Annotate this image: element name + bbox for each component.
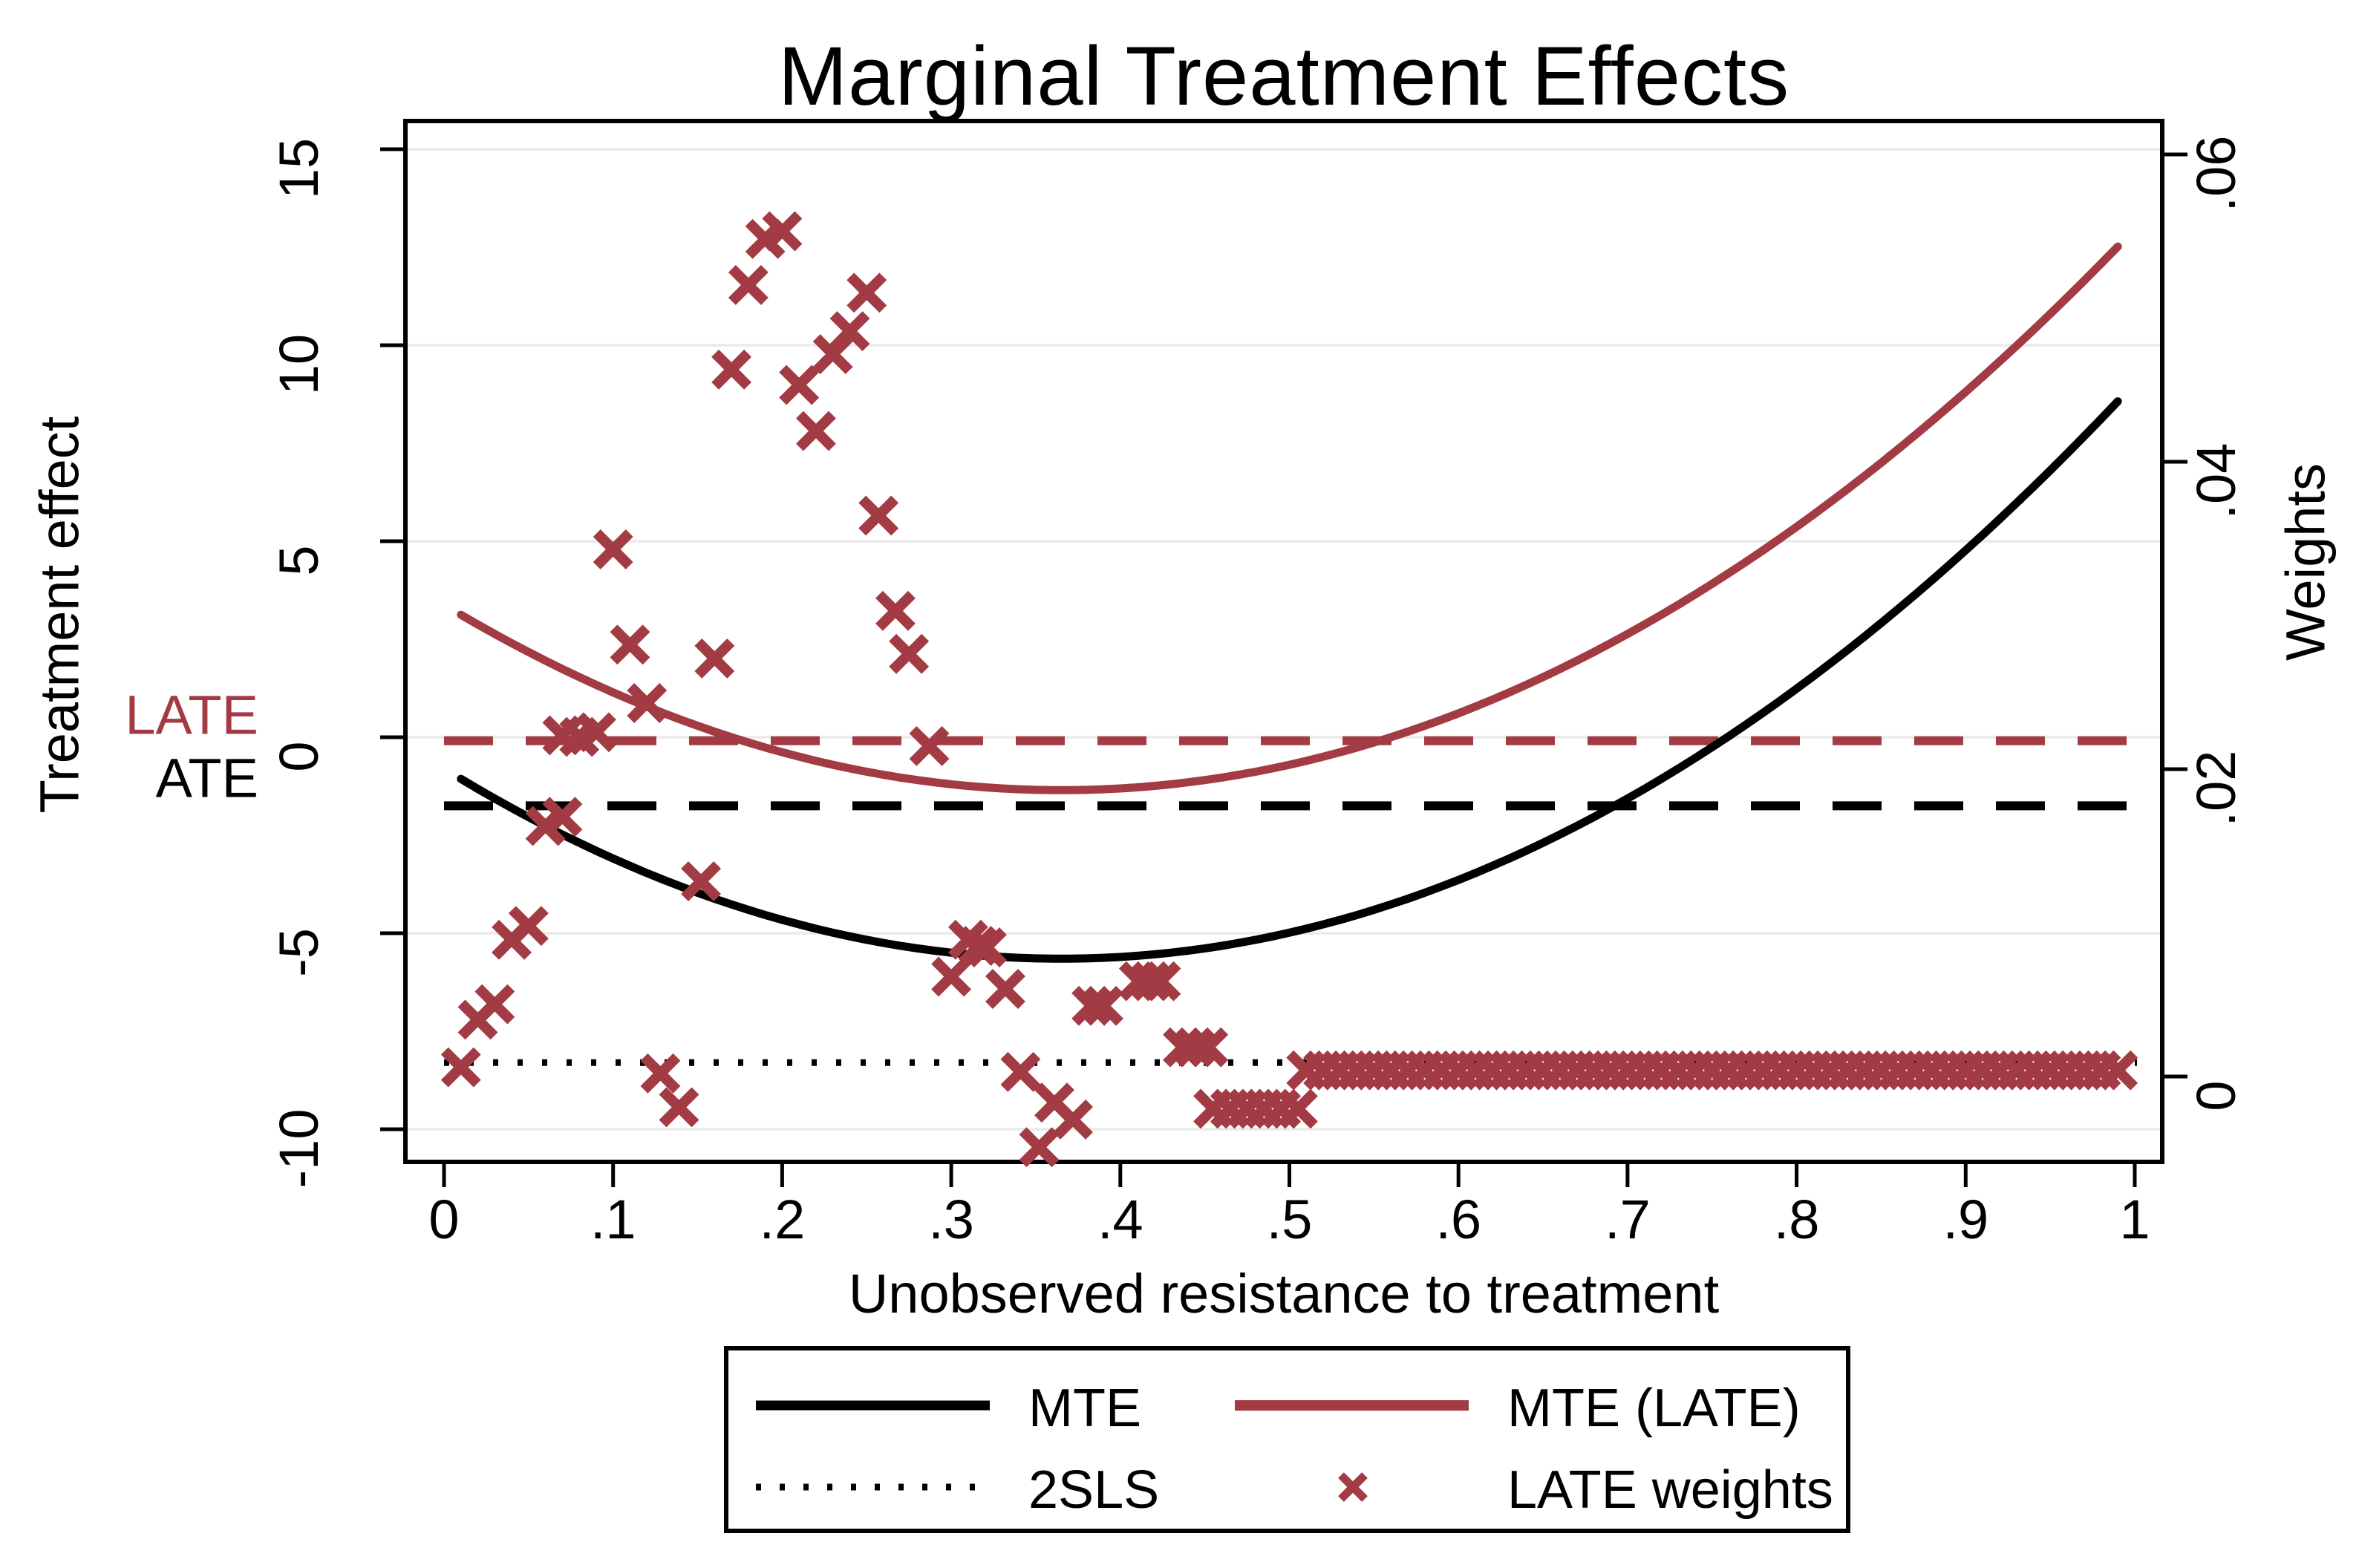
late-weight-marker <box>1019 1127 1060 1168</box>
x-tick-label: .2 <box>760 1189 806 1250</box>
y-right-tick-label: .06 <box>2185 136 2247 212</box>
x-tick-label: .1 <box>590 1189 636 1250</box>
legend-label-2sls: 2SLS <box>1028 1460 1160 1520</box>
legend-sample-late-weights-marker <box>1338 1472 1368 1502</box>
late-weight-marker <box>985 969 1025 1009</box>
legend-sample-2sls-line <box>756 1483 990 1491</box>
late-weight-marker <box>542 797 583 837</box>
late-weight-marker <box>1053 1100 1093 1140</box>
late-weight-marker <box>1141 961 1181 1002</box>
ate-line-label: ATE <box>155 747 258 809</box>
x-tick-label: 0 <box>428 1189 459 1250</box>
late-weight-marker <box>593 529 633 569</box>
y-left-tick-label: 15 <box>268 138 330 199</box>
late-weight-marker <box>889 633 930 674</box>
y-left-tick-label: 0 <box>268 741 330 771</box>
late-weight-marker <box>966 927 1007 968</box>
late-weight-marker <box>779 365 820 405</box>
x-tick-label: 1 <box>2119 1189 2150 1250</box>
y-left-tick-label: 10 <box>268 334 330 395</box>
late-weight-marker <box>931 956 972 997</box>
late-weight-marker <box>627 683 668 723</box>
late-weight-marker <box>829 311 870 351</box>
legend-label-mte: MTE <box>1028 1379 1141 1438</box>
late-weight-marker <box>640 1053 681 1094</box>
late-weight-marker <box>875 590 916 631</box>
late-line-label: LATE <box>125 684 258 746</box>
x-tick-label: .8 <box>1774 1189 1820 1250</box>
legend-sample-mte-line <box>756 1400 990 1411</box>
late-weight-marker <box>762 211 803 252</box>
late-weight-marker <box>681 861 722 902</box>
x-tick-label: .9 <box>1942 1189 1988 1250</box>
late-weight-marker <box>440 1047 481 1088</box>
late-weight-marker <box>795 411 836 451</box>
legend-label-mte-late: MTE (LATE) <box>1507 1379 1801 1438</box>
x-tick-label: .5 <box>1267 1189 1313 1250</box>
late-weight-marker <box>1175 1027 1215 1068</box>
late-weight-marker <box>694 638 735 679</box>
late-weight-marker <box>1071 985 1112 1026</box>
y-right-tick-label: 0 <box>2185 1080 2247 1111</box>
x-tick-label: .7 <box>1605 1189 1651 1250</box>
late-weight-marker <box>1083 985 1123 1026</box>
late-weight-marker <box>575 712 616 753</box>
curve-mte-late- <box>457 242 2122 794</box>
x-tick-label: .4 <box>1097 1189 1143 1250</box>
y-right-tick-label: .02 <box>2185 751 2247 827</box>
y-left-tick-label: -5 <box>268 928 330 977</box>
late-weight-marker <box>728 265 769 305</box>
late-weight-marker <box>659 1087 699 1128</box>
chart-title: Marginal Treatment Effects <box>777 30 1790 122</box>
late-weight-marker <box>474 984 515 1025</box>
late-weight-marker <box>1000 1051 1041 1092</box>
late-weight-marker <box>1130 961 1171 1002</box>
plot-frame <box>403 119 2164 1164</box>
x-tick-label: .6 <box>1435 1189 1481 1250</box>
late-weight-marker <box>2098 1050 2138 1091</box>
legend-label-late-weights: LATE weights <box>1507 1460 1833 1520</box>
late-weight-marker <box>1188 1027 1229 1068</box>
legend: MTE MTE (LATE) 2SLS LATE weights <box>724 1346 1850 1533</box>
legend-sample-mte-late-line <box>1235 1400 1469 1411</box>
late-weight-marker <box>858 495 899 536</box>
y-right-tick-label: .04 <box>2185 443 2247 520</box>
late-weight-marker <box>508 906 549 947</box>
y-left-tick-label: 5 <box>268 545 330 575</box>
x-axis-title: Unobserved resistance to treatment <box>848 1263 1720 1324</box>
curve-mte <box>457 397 2122 963</box>
late-weight-marker <box>909 726 950 766</box>
y-left-tick-label: -10 <box>268 1109 330 1189</box>
x-tick-label: .3 <box>928 1189 974 1250</box>
late-weight-marker <box>610 624 650 665</box>
late-weight-marker <box>711 349 752 390</box>
late-weight-marker <box>1277 1088 1318 1129</box>
late-weight-marker <box>846 272 887 313</box>
